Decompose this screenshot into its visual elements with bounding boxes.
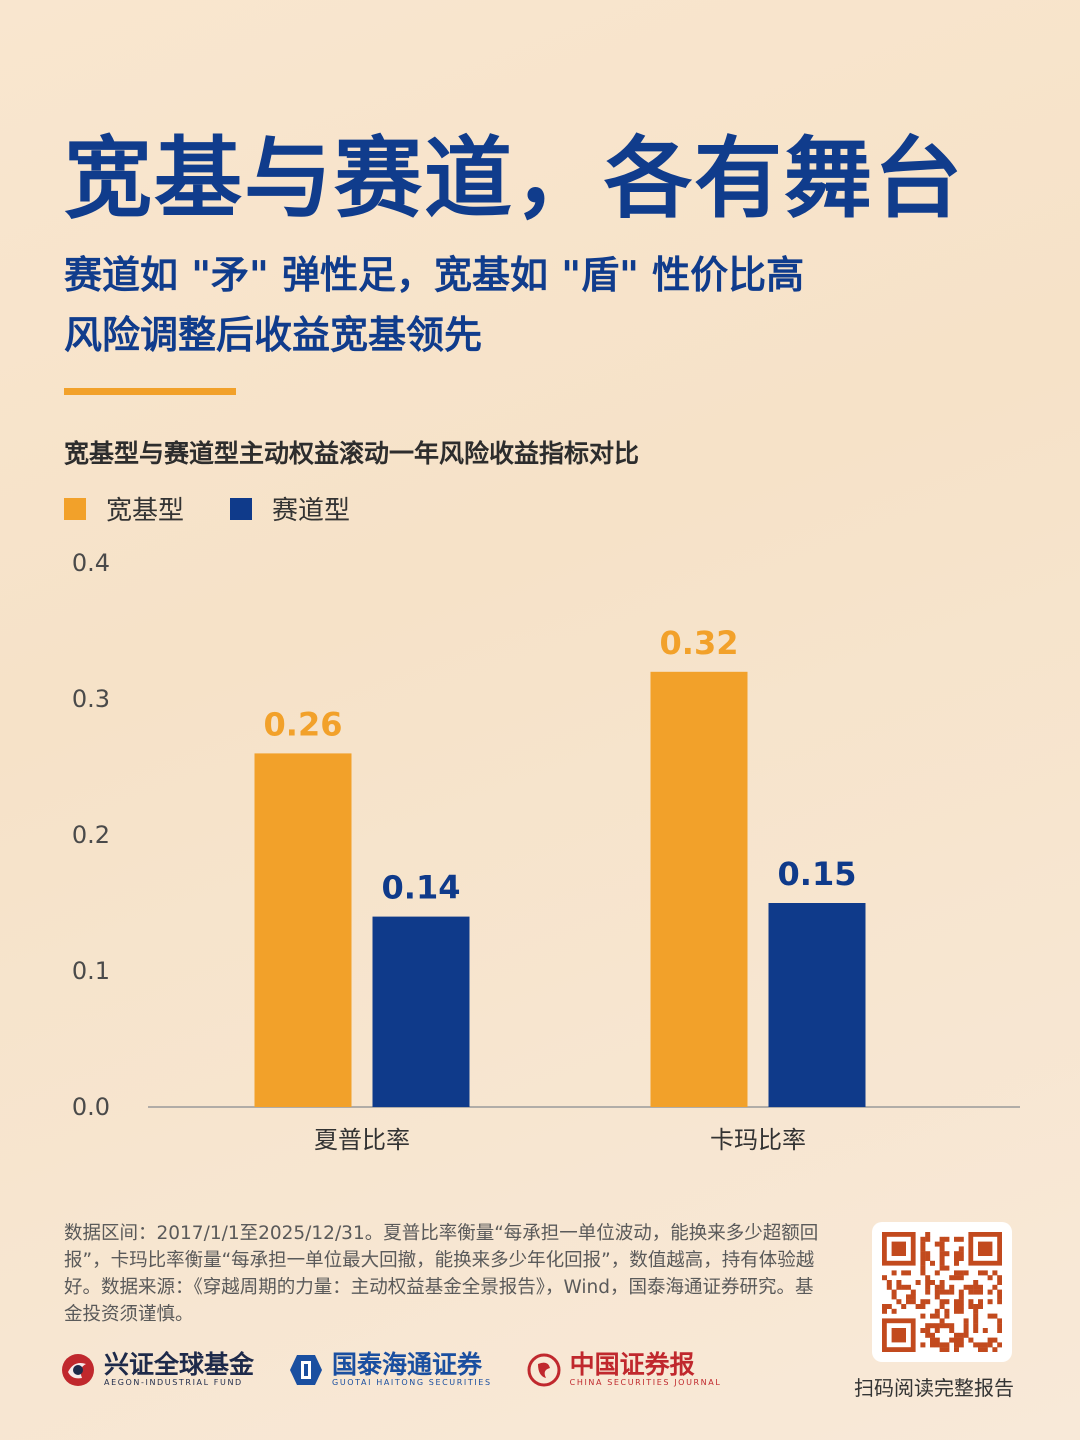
guotai-haitong-logo-icon <box>290 1355 323 1385</box>
logo-cs-journal-name: 中国证券报 <box>569 1350 695 1379</box>
logo-guotai-haitong-name: 国泰海通证券 <box>332 1350 483 1379</box>
chart-legend: 宽基型 赛道型 <box>64 490 350 527</box>
logo-cs-journal-en: CHINA SECURITIES JOURNAL <box>569 1378 722 1387</box>
logo-guotai-haitong: 国泰海通证券 GUOTAI HAITONG SECURITIES <box>288 1352 492 1388</box>
y-tick-label: 0.1 <box>72 957 110 985</box>
logo-cs-journal: 中国证券报 CHINA SECURITIES JOURNAL <box>526 1352 722 1388</box>
legend-swatch-broad <box>64 497 86 520</box>
bar-broad-1 <box>650 671 748 1107</box>
chart-title: 宽基型与赛道型主动权益滚动一年风险收益指标对比 <box>64 439 640 468</box>
bar-sector-1 <box>768 903 866 1107</box>
y-tick-label: 0.3 <box>72 685 110 713</box>
qr-code[interactable] <box>872 1222 1012 1362</box>
accent-divider <box>64 388 236 395</box>
bar-broad-0 <box>254 753 352 1107</box>
data-label: 0.14 <box>382 869 461 907</box>
legend-label-broad: 宽基型 <box>106 496 185 526</box>
data-label: 0.26 <box>264 705 343 743</box>
y-tick-label: 0.2 <box>72 821 110 849</box>
x-tick-label: 夏普比率 <box>314 1126 410 1154</box>
partner-logos: 兴证全球基金 AEGON-INDUSTRIAL FUND 国泰海通证券 GUOT… <box>60 1346 721 1394</box>
qr-code-icon <box>882 1232 1002 1352</box>
logo-guotai-haitong-en: GUOTAI HAITONG SECURITIES <box>332 1378 492 1387</box>
page-title: 宽基与赛道，各有舞台 <box>64 127 965 230</box>
legend-swatch-sector <box>230 497 253 520</box>
footnote: 数据区间：2017/1/1至2025/12/31。夏普比率衡量“每承担一单位波动… <box>64 1223 819 1325</box>
qr-caption: 扫码阅读完整报告 <box>854 1376 1014 1400</box>
subtitle-line-2: 风险调整后收益宽基领先 <box>64 313 483 357</box>
subtitle-line-1: 赛道如 "矛" 弹性足，宽基如 "盾" 性价比高 <box>64 253 805 297</box>
data-label: 0.15 <box>778 855 857 893</box>
cs-journal-logo-icon <box>527 1353 561 1387</box>
legend-item-broad: 宽基型 <box>64 490 184 527</box>
y-tick-label: 0.0 <box>72 1093 110 1121</box>
y-tick-label: 0.4 <box>72 549 110 577</box>
logo-aegon: 兴证全球基金 AEGON-INDUSTRIAL FUND <box>60 1352 254 1388</box>
logo-aegon-en: AEGON-INDUSTRIAL FUND <box>104 1378 243 1387</box>
legend-item-sector: 赛道型 <box>230 490 350 527</box>
logo-aegon-name: 兴证全球基金 <box>104 1350 255 1379</box>
data-label: 0.32 <box>660 624 739 662</box>
aegon-logo-icon <box>62 1354 94 1386</box>
x-tick-label: 卡玛比率 <box>710 1126 806 1154</box>
bar-chart: 0.0 0.1 0.2 0.3 0.4 0.26 0.14 夏普比率 0.32 0.15 卡玛比率 <box>72 549 1020 1154</box>
bar-sector-0 <box>372 916 470 1107</box>
legend-label-sector: 赛道型 <box>272 496 351 526</box>
